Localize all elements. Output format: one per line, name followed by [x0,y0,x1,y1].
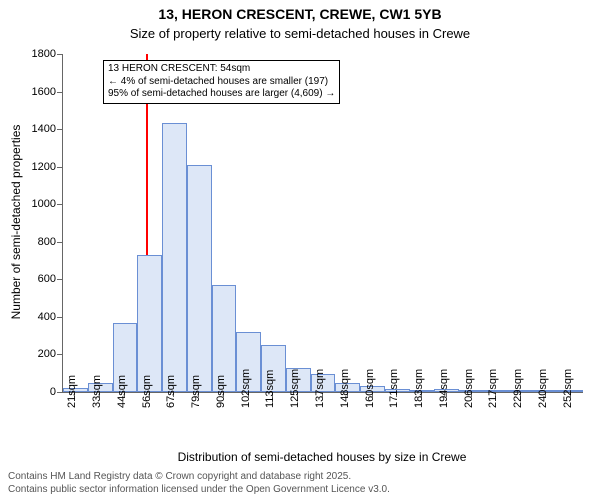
y-tick-mark [57,392,62,393]
y-tick-label: 200 [0,348,56,360]
y-tick-mark [57,354,62,355]
histogram-bar [137,255,162,392]
annotation-line1: 13 HERON CRESCENT: 54sqm [108,63,335,76]
plot-area: 13 HERON CRESCENT: 54sqm ← 4% of semi-de… [62,54,583,393]
y-axis-label: Number of semi-detached properties [9,53,23,391]
y-tick-label: 1800 [0,48,56,60]
y-tick-label: 600 [0,273,56,285]
y-tick-mark [57,204,62,205]
y-tick-label: 1200 [0,161,56,173]
y-tick-label: 800 [0,236,56,248]
footer-line2: Contains public sector information licen… [8,483,390,496]
y-tick-mark [57,167,62,168]
y-tick-mark [57,317,62,318]
annotation-line3: 95% of semi-detached houses are larger (… [108,88,335,101]
chart-title-line2: Size of property relative to semi-detach… [0,26,600,41]
y-tick-mark [57,279,62,280]
x-axis-label: Distribution of semi-detached houses by … [62,450,582,464]
chart-title-line1: 13, HERON CRESCENT, CREWE, CW1 5YB [0,6,600,22]
y-tick-label: 1000 [0,198,56,210]
y-tick-label: 400 [0,311,56,323]
chart-container: 13, HERON CRESCENT, CREWE, CW1 5YB Size … [0,0,600,500]
y-tick-label: 0 [0,386,56,398]
footer-attribution: Contains HM Land Registry data © Crown c… [8,470,390,496]
histogram-bar [187,165,212,392]
annotation-box: 13 HERON CRESCENT: 54sqm ← 4% of semi-de… [103,60,340,104]
histogram-bar [162,123,187,392]
y-tick-mark [57,129,62,130]
footer-line1: Contains HM Land Registry data © Crown c… [8,470,390,483]
y-tick-mark [57,54,62,55]
annotation-line2: ← 4% of semi-detached houses are smaller… [108,76,335,89]
y-tick-label: 1400 [0,123,56,135]
y-tick-mark [57,242,62,243]
y-tick-label: 1600 [0,86,56,98]
y-tick-mark [57,92,62,93]
